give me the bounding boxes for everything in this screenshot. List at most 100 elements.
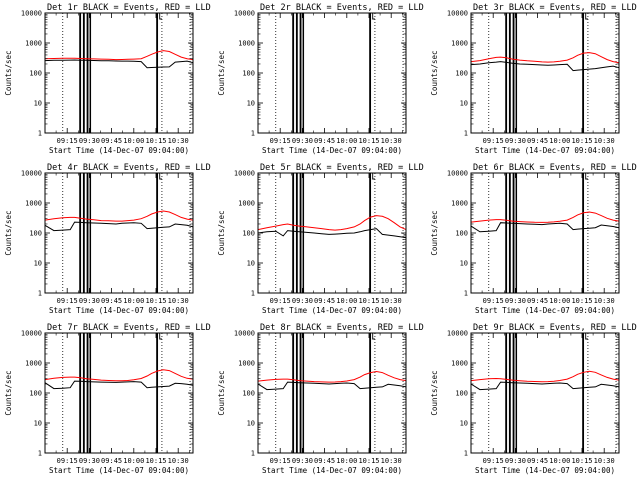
y-tick-label: 10 — [34, 420, 42, 428]
x-tick-label: 10:30 — [594, 297, 615, 305]
x-tick-label: 10:00 — [549, 457, 570, 465]
series-lld — [44, 210, 194, 222]
saa-marker — [372, 13, 375, 20]
plot-frame — [257, 332, 407, 454]
y-tick-label: 10000 — [21, 330, 42, 338]
x-tick-label: 09:15 — [270, 297, 291, 305]
panel-title: Det 8r BLACK = Events, RED = LLD — [260, 323, 424, 333]
y-tick-label: 1 — [38, 290, 42, 298]
y-tick-label: 10000 — [21, 10, 42, 18]
y-tick-label: 100 — [455, 390, 468, 398]
x-tick-label: 10:15 — [571, 137, 592, 145]
saa-marker — [585, 173, 588, 180]
x-tick-label: 10:00 — [336, 457, 357, 465]
saa-marker — [159, 173, 162, 180]
x-tick-label: 10:00 — [123, 297, 144, 305]
x-tick-label: 10:00 — [123, 137, 144, 145]
x-axis-label: Start Time (14-Dec-07 09:04:00) — [262, 306, 402, 315]
x-tick-label: 09:45 — [101, 457, 122, 465]
x-tick-label: 09:45 — [314, 297, 335, 305]
y-tick-label: 10 — [34, 100, 42, 108]
y-tick-label: 1000 — [238, 360, 255, 368]
x-axis-label: Start Time (14-Dec-07 09:04:00) — [475, 466, 615, 475]
x-tick-label: 10:15 — [571, 457, 592, 465]
x-tick-label: 09:45 — [101, 137, 122, 145]
y-tick-label: 100 — [242, 70, 255, 78]
x-tick-label: 09:45 — [527, 137, 548, 145]
plot-frame — [257, 172, 407, 294]
x-tick-label: 10:30 — [168, 297, 189, 305]
y-tick-label: 100 — [29, 390, 42, 398]
series-events — [44, 59, 194, 69]
y-tick-label: 1000 — [25, 40, 42, 48]
x-axis-label: Start Time (14-Dec-07 09:04:00) — [475, 146, 615, 155]
saa-marker — [372, 333, 375, 340]
y-tick-label: 1000 — [238, 40, 255, 48]
y-tick-label: 1 — [38, 130, 42, 138]
y-tick-label: 1000 — [25, 200, 42, 208]
series-lld — [257, 215, 407, 231]
x-tick-label: 10:30 — [168, 137, 189, 145]
y-tick-label: 100 — [29, 70, 42, 78]
panel-title: Det 4r BLACK = Events, RED = LLD — [47, 163, 211, 173]
series-lld — [44, 369, 194, 382]
plot-frame — [470, 332, 620, 454]
y-tick-label: 100 — [242, 390, 255, 398]
panel-det-7: Det 7r BLACK = Events, RED = LLD 1 10 100 10… — [4, 323, 211, 475]
plot-frame — [257, 12, 407, 134]
x-tick-label: 10:30 — [168, 457, 189, 465]
x-tick-label: 09:30 — [79, 297, 100, 305]
x-tick-label: 10:15 — [145, 457, 166, 465]
panel-det-9: Det 9r BLACK = Events, RED = LLD 1 10 100 10… — [430, 323, 637, 475]
x-axis-label: Start Time (14-Dec-07 09:04:00) — [49, 306, 189, 315]
x-tick-label: 10:00 — [549, 297, 570, 305]
series-events — [257, 228, 407, 239]
y-tick-label: 1000 — [451, 40, 468, 48]
series-lld — [470, 370, 620, 383]
y-tick-label: 1000 — [25, 360, 42, 368]
x-tick-label: 09:45 — [314, 137, 335, 145]
x-tick-label: 09:15 — [270, 457, 291, 465]
y-tick-label: 10000 — [21, 170, 42, 178]
x-tick-label: 10:00 — [336, 297, 357, 305]
y-tick-label: 10 — [247, 260, 255, 268]
y-tick-label: 10000 — [447, 170, 468, 178]
y-axis-label: Counts/sec — [4, 210, 13, 255]
x-tick-label: 09:30 — [292, 457, 313, 465]
series-events — [257, 381, 407, 391]
series-events — [470, 222, 620, 233]
series-lld — [470, 52, 620, 64]
x-tick-label: 09:30 — [505, 137, 526, 145]
x-tick-label: 10:30 — [381, 297, 402, 305]
y-tick-label: 1 — [38, 450, 42, 458]
y-axis-label: Counts/sec — [4, 50, 13, 95]
series-events — [44, 221, 194, 232]
series-events — [470, 381, 620, 391]
y-tick-label: 10 — [34, 260, 42, 268]
y-tick-label: 100 — [29, 230, 42, 238]
series-events — [44, 380, 194, 390]
y-tick-label: 10000 — [447, 10, 468, 18]
y-tick-label: 10 — [460, 260, 468, 268]
x-axis-label: Start Time (14-Dec-07 09:04:00) — [49, 466, 189, 475]
panel-title: Det 6r BLACK = Events, RED = LLD — [473, 163, 637, 173]
y-tick-label: 100 — [455, 70, 468, 78]
y-tick-label: 1000 — [451, 360, 468, 368]
x-axis-label: Start Time (14-Dec-07 09:04:00) — [49, 146, 189, 155]
x-tick-label: 09:30 — [292, 297, 313, 305]
saa-marker — [372, 173, 375, 180]
panel-title: Det 2r BLACK = Events, RED = LLD — [260, 3, 424, 13]
x-tick-label: 10:30 — [594, 137, 615, 145]
panel-det-5: Det 5r BLACK = Events, RED = LLD 1 10 100 10… — [217, 163, 424, 315]
x-tick-label: 10:00 — [123, 457, 144, 465]
x-tick-label: 10:15 — [145, 137, 166, 145]
y-tick-label: 1 — [464, 290, 468, 298]
x-axis-label: Start Time (14-Dec-07 09:04:00) — [475, 306, 615, 315]
plot-frame — [44, 172, 194, 294]
y-tick-label: 100 — [455, 230, 468, 238]
y-axis-label: Counts/sec — [430, 370, 439, 415]
x-tick-label: 10:00 — [549, 137, 570, 145]
x-tick-label: 10:15 — [145, 297, 166, 305]
x-tick-label: 09:30 — [292, 137, 313, 145]
series-events — [470, 61, 620, 72]
